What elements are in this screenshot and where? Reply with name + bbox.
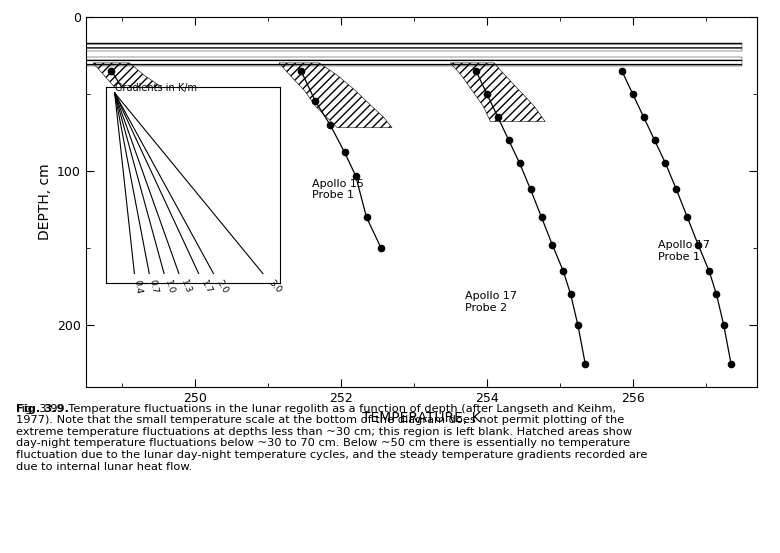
Text: Apollo 17
Probe 2: Apollo 17 Probe 2 [465,291,517,313]
Text: Apollo 17
Probe 1: Apollo 17 Probe 1 [658,241,710,262]
Text: Apollo 15
Probe 1: Apollo 15 Probe 1 [312,179,363,200]
Text: Apollo 15
Probe 2: Apollo 15 Probe 2 [151,148,204,169]
Text: Fig. 3.9.  Temperature fluctuations in the lunar regolith as a function of depth: Fig. 3.9. Temperature fluctuations in th… [16,404,647,472]
Text: Fig. 3.9.: Fig. 3.9. [16,404,69,414]
Y-axis label: DEPTH, cm: DEPTH, cm [37,164,51,240]
X-axis label: TEMPERATURE, K: TEMPERATURE, K [362,410,480,425]
